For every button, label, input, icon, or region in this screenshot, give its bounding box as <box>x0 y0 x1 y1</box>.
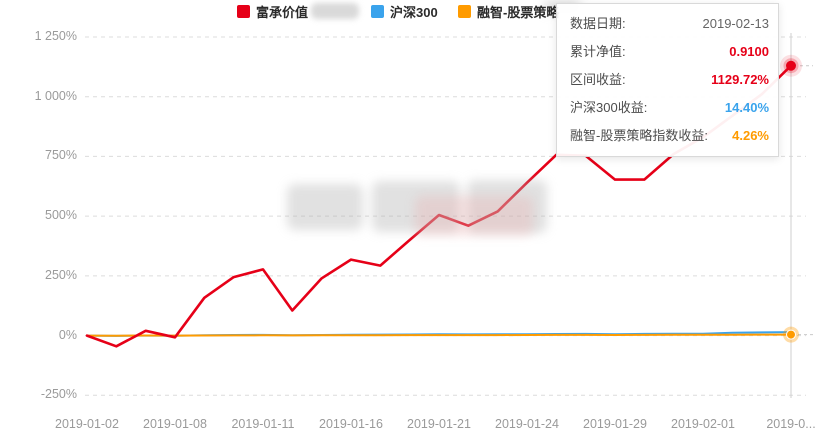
tooltip-value-interval-return: 1129.72% <box>711 72 769 87</box>
legend-swatch-red <box>237 4 250 18</box>
x-tick-label: 2019-01-24 <box>495 417 559 431</box>
x-tick-label: 2019-01-29 <box>583 417 647 431</box>
tooltip-row-nav: 累计净值: 0.9100 <box>570 44 769 60</box>
series-line-strategy-index <box>86 333 792 337</box>
y-tick-label: 0% <box>58 327 77 342</box>
tooltip-label: 数据日期: <box>570 16 626 31</box>
y-tick-label: 1 250% <box>34 29 77 43</box>
tooltip-label: 区间收益: <box>570 72 626 87</box>
tooltip-value-date: 2019-02-13 <box>702 16 770 31</box>
legend-label: 沪深300 <box>390 4 438 20</box>
legend-item-hs300[interactable]: 沪深300 <box>371 2 438 20</box>
y-tick-label: -250% <box>40 387 77 402</box>
legend-label: 富承价值 <box>256 4 309 20</box>
y-tick-label: 750% <box>45 148 77 163</box>
tooltip-row-hs300-return: 沪深300收益: 14.40% <box>570 100 769 116</box>
tooltip-row-date: 数据日期: 2019-02-13 <box>570 16 769 32</box>
tooltip-row-strategy-return: 融智-股票策略指数收益: 4.26% <box>570 128 769 144</box>
x-tick-label: 2019-01-08 <box>143 417 207 431</box>
chart-tooltip: 数据日期: 2019-02-13 累计净值: 0.9100 区间收益: 1129… <box>556 3 779 157</box>
x-tick-label: 2019-01-02 <box>55 417 119 431</box>
legend-item-fund[interactable]: 富承价值 <box>237 2 360 20</box>
x-tick-label: 2019-01-11 <box>231 417 295 431</box>
legend-swatch-orange <box>458 4 471 18</box>
x-tick-label: 2019-01-21 <box>407 417 471 431</box>
tooltip-value-nav: 0.9100 <box>729 44 769 59</box>
y-tick-label: 250% <box>45 267 77 282</box>
x-tick-label: 2019-02-01 <box>671 417 735 431</box>
y-tick-label: 1 000% <box>34 88 77 103</box>
tooltip-label: 累计净值: <box>570 44 626 59</box>
tooltip-label: 融智-股票策略指数收益: <box>570 128 708 143</box>
legend-item-strategy-index[interactable]: 融智-股票策略 <box>458 2 559 20</box>
redacted-text-blob <box>311 3 360 19</box>
orange-end-dot <box>786 329 796 340</box>
tooltip-value-hs300-return: 14.40% <box>724 100 769 115</box>
tooltip-label: 沪深300收益: <box>570 100 648 115</box>
x-tick-label: 2019-01-16 <box>319 417 383 431</box>
legend-label: 融智-股票策略 <box>477 4 560 20</box>
red-end-dot <box>786 60 796 71</box>
y-tick-label: 500% <box>45 208 77 223</box>
legend-swatch-blue <box>371 4 384 18</box>
tooltip-value-strategy-return: 4.26% <box>732 128 769 143</box>
tooltip-row-interval-return: 区间收益: 1129.72% <box>570 72 769 88</box>
x-tick-label: 2019-0... <box>766 417 816 431</box>
